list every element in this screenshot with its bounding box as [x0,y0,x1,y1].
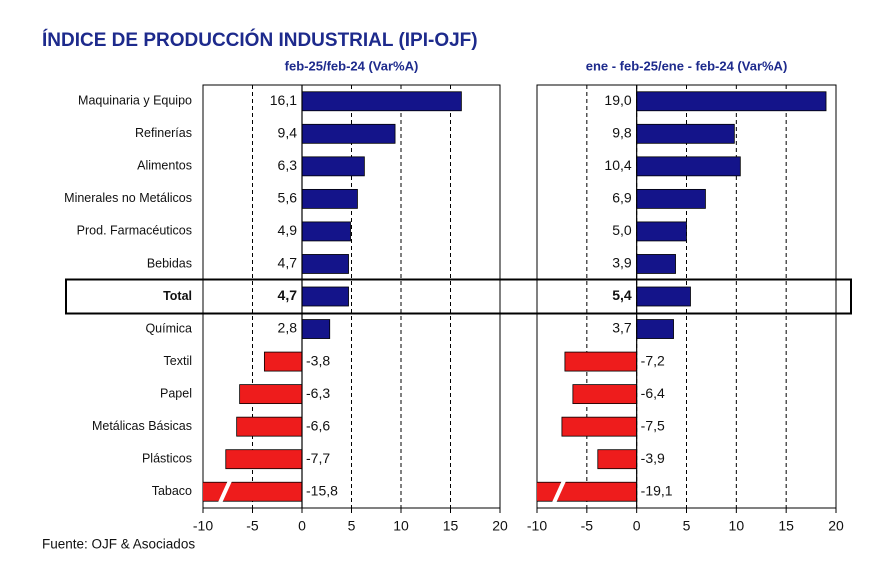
category-label: Metálicas Básicas [92,419,192,433]
category-label: Textil [164,354,192,368]
bar [636,156,741,177]
value-label: 4,7 [278,255,298,271]
x-tick-label: 10 [393,518,409,534]
category-label: Papel [160,386,192,400]
x-tick-label: 0 [298,518,306,534]
category-label: Maquinaria y Equipo [78,94,192,108]
x-tick-label: -5 [581,518,594,534]
axis-break [218,479,232,504]
x-tick-label: 0 [633,518,641,534]
bar [263,351,303,372]
bar [636,254,676,274]
value-label: -6,4 [641,385,665,401]
bar [636,286,691,307]
value-label: 9,8 [612,125,632,141]
bar [301,156,365,177]
bar [564,351,638,372]
value-label: 4,7 [278,287,298,303]
value-label: -3,8 [306,352,330,368]
bars [537,91,827,502]
x-tick-label: -5 [246,518,259,534]
bar [597,449,638,470]
value-label: 3,9 [612,255,632,271]
value-label: 3,7 [612,320,632,336]
value-label: -6,3 [306,385,330,401]
value-label: -6,6 [306,417,330,433]
x-tick-label: 20 [828,518,844,534]
value-label: 16,1 [270,92,297,108]
category-label: Plásticos [142,451,192,465]
category-label: Bebidas [147,256,192,270]
bar [636,221,687,242]
bar [301,91,462,112]
bar [537,481,638,502]
value-label: 5,6 [278,190,298,206]
bar [636,91,827,112]
bar [301,221,351,242]
bars [203,91,462,502]
value-label: -15,8 [306,482,338,498]
bar [301,286,349,307]
bar [636,188,706,209]
bar [236,416,303,437]
subtitle: ene - feb-25/ene - feb-24 (Var%A) [586,58,788,73]
value-label: -7,2 [641,352,665,368]
x-tick-label: 15 [778,518,794,534]
value-label: 2,8 [278,320,298,336]
source: Fuente: OJF & Asociados [42,537,195,552]
bar [572,384,638,405]
bar [636,123,735,144]
category-label: Refinerías [135,126,192,140]
value-label: 9,4 [278,125,298,141]
x-tick-label: -10 [527,518,547,534]
value-label: 5,0 [612,222,632,238]
value-label: -7,5 [641,417,665,433]
bar [239,384,303,405]
bar [301,123,396,144]
subtitle: feb-25/feb-24 (Var%A) [285,58,419,73]
chart-title: ÍNDICE DE PRODUCCIÓN INDUSTRIAL (IPI-OJF… [42,29,478,51]
value-label: -19,1 [641,482,673,498]
value-label: 5,4 [612,287,632,303]
highlight-box [65,278,852,315]
bar [225,449,303,470]
x-tick-label: 10 [729,518,745,534]
category-label: Minerales no Metálicos [64,191,192,205]
value-label: -3,9 [641,450,665,466]
value-label: 19,0 [604,92,631,108]
value-label: -7,7 [306,450,330,466]
bar [301,254,349,274]
value-label: 6,3 [278,157,298,173]
category-label: Química [145,321,192,335]
x-tick-label: 20 [492,518,508,534]
value-label: 10,4 [604,157,631,173]
x-tick-label: -10 [193,518,213,534]
x-tick-label: 5 [348,518,356,534]
bar [636,319,674,339]
bar [301,188,358,209]
value-label: 6,9 [612,190,632,206]
category-label: Total [163,289,192,303]
x-tick-label: 15 [443,518,459,534]
category-label: Prod. Farmacéuticos [77,224,192,238]
category-label: Tabaco [152,484,192,498]
bar [561,416,638,437]
axis-break [552,479,566,504]
x-tick-label: 5 [683,518,691,534]
value-label: 4,9 [278,222,298,238]
category-label: Alimentos [137,159,192,173]
bar [301,319,331,339]
